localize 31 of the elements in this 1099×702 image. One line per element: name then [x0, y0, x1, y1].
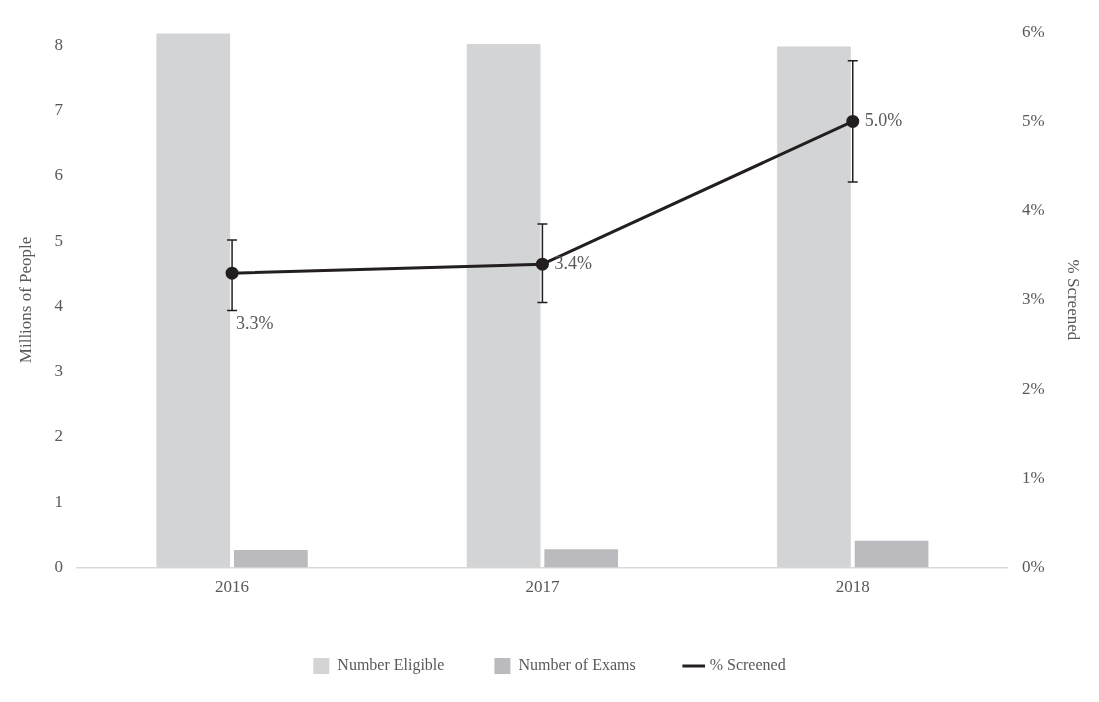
y-tick-label: 7: [54, 100, 64, 120]
bar: [234, 549, 308, 568]
y2-tick-label: 6%: [1021, 21, 1045, 41]
point: [535, 257, 549, 271]
y2-tick-label: 3%: [1021, 289, 1045, 309]
data-label: 3.3%: [236, 313, 274, 334]
y-tick-label: 5: [54, 230, 63, 250]
y2-axis-title: % Screened: [1064, 259, 1084, 341]
legend-label: % Screened: [709, 656, 786, 674]
data-label: 5.0%: [864, 110, 903, 131]
y-tick-label: 3: [54, 361, 63, 381]
y-tick-label: 8: [54, 34, 63, 54]
legend-label: Number of Exams: [518, 656, 636, 674]
y2-tick-label: 5%: [1021, 110, 1045, 130]
y-tick-label: 4: [54, 295, 64, 315]
y-axis-title: Millions of People: [15, 236, 35, 364]
y2-tick-label: 2%: [1021, 378, 1045, 398]
bar: [854, 540, 929, 568]
y2-tick-label: 0%: [1021, 557, 1045, 577]
y-tick-label: 6: [54, 165, 63, 185]
x-tick-label: 2018: [835, 577, 870, 597]
y-tick-label: 0: [54, 557, 63, 577]
bar: [544, 549, 619, 568]
data-label: 3.4%: [554, 252, 592, 273]
y2-tick-label: 4%: [1021, 200, 1045, 220]
y-tick-label: 1: [54, 491, 63, 511]
y-tick-label: 2: [54, 426, 63, 446]
legend-label: Number Eligible: [337, 656, 445, 675]
x-tick-label: 2017: [525, 577, 560, 597]
y2-tick-label: 1%: [1021, 467, 1045, 487]
x-tick-label: 2016: [215, 577, 250, 597]
